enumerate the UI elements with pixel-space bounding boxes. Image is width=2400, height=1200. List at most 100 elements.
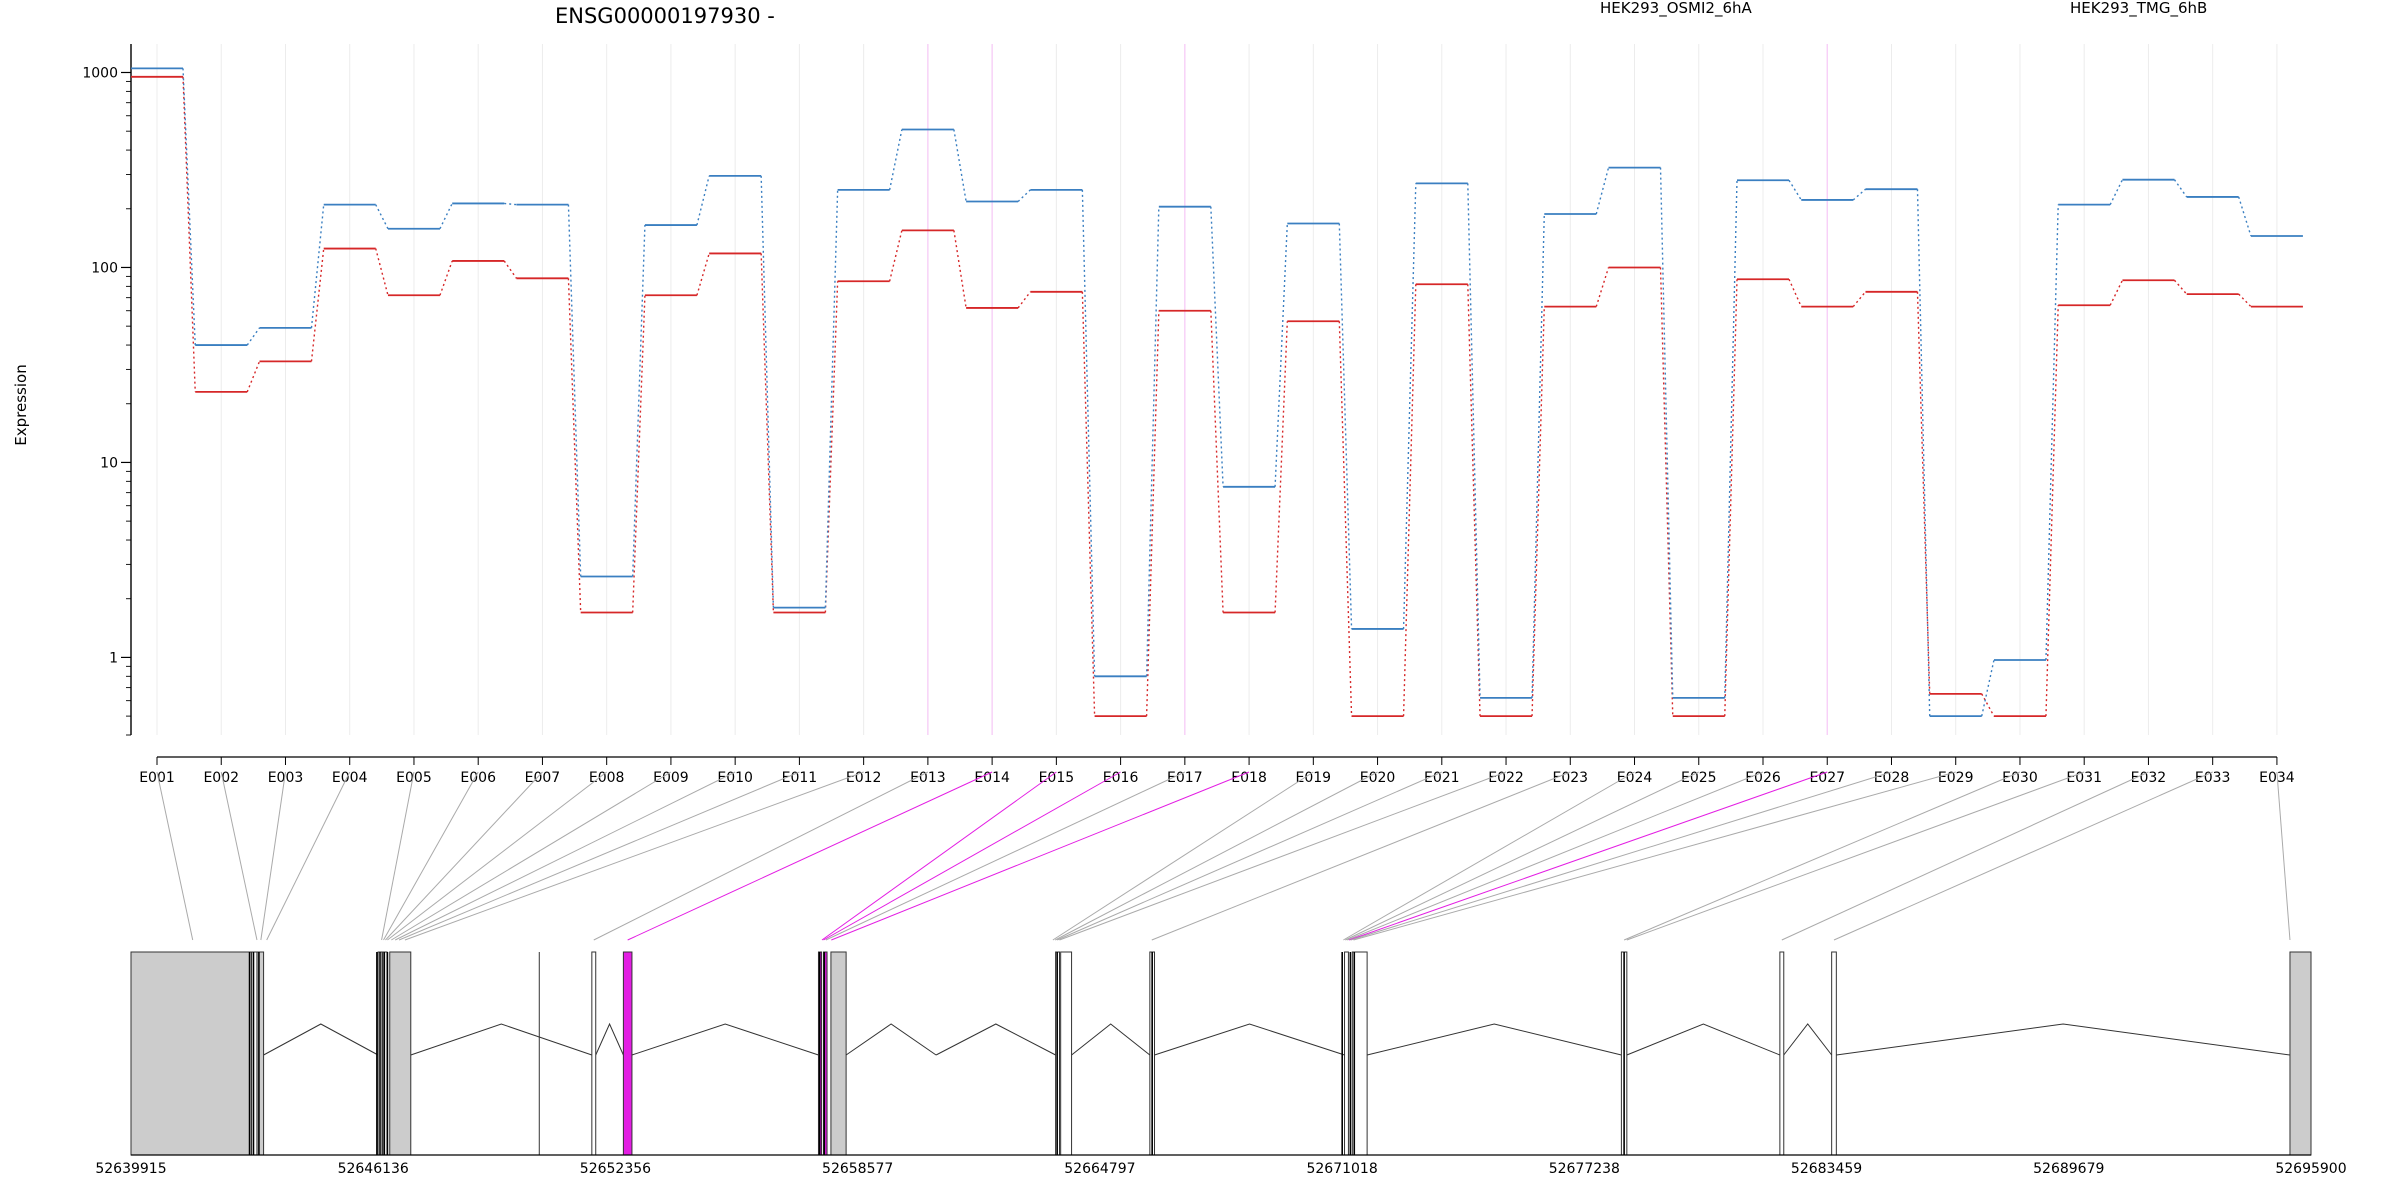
intron-line <box>410 1023 593 1056</box>
genomic-tick-label: 52671018 <box>1306 1161 1377 1177</box>
connector-e034 <box>2276 771 2291 941</box>
y-tick-label: 1 <box>109 650 118 666</box>
intron-line <box>631 1023 819 1056</box>
y-tick-label: 10 <box>100 455 118 471</box>
connector-e019 <box>1052 771 1314 941</box>
connector-e025 <box>1345 771 1699 941</box>
x-tick-label-e011: E011 <box>782 770 818 786</box>
connector-e014 <box>627 771 993 941</box>
x-tick-label-e023: E023 <box>1552 770 1588 786</box>
intron-line <box>845 1023 937 1056</box>
series-1-link <box>1338 321 1353 717</box>
connector-e010 <box>394 771 736 941</box>
connector-e006 <box>383 771 479 941</box>
series-1-link <box>567 278 582 613</box>
exon-block <box>2289 951 2312 1156</box>
series-2-link <box>1402 183 1417 629</box>
exon-block <box>1779 951 1785 1156</box>
series-2-link <box>1659 167 1674 698</box>
x-tick-label-e008: E008 <box>589 770 625 786</box>
series-1 <box>131 75 2303 718</box>
series-2-link <box>631 225 646 577</box>
series-2-link <box>1531 213 1545 698</box>
series-2-link <box>246 327 261 346</box>
series-1-link <box>1210 310 1224 613</box>
exon-block <box>591 951 597 1156</box>
series-2-link <box>2238 196 2252 237</box>
x-tick-label-e028: E028 <box>1874 770 1910 786</box>
series-2-link <box>439 203 453 230</box>
connector-e002 <box>220 771 258 941</box>
series-1-link <box>375 248 389 296</box>
series-2-link <box>1788 179 1802 201</box>
connector-e013 <box>593 771 929 941</box>
connector-e021 <box>1056 771 1443 941</box>
series-1-link <box>1402 284 1417 717</box>
series-1-link <box>1724 279 1738 717</box>
series-2-link <box>1274 223 1289 487</box>
series-1-link <box>1531 306 1545 717</box>
series-2-link <box>1338 223 1353 629</box>
x-tick-label-e031: E031 <box>2066 770 2102 786</box>
exon-block <box>1344 951 1349 1156</box>
exon-block <box>622 951 633 1156</box>
x-tick-label-e017: E017 <box>1167 770 1203 786</box>
intron-line <box>1071 1023 1151 1056</box>
connector-e029 <box>1353 771 1956 941</box>
connector-e015 <box>821 771 1057 941</box>
x-tick-label-e018: E018 <box>1231 770 1267 786</box>
genomic-tick-label: 52677238 <box>1549 1161 1620 1177</box>
series-1-link <box>503 260 518 279</box>
series-2-link <box>1017 189 1031 202</box>
series-2-link <box>760 175 775 608</box>
genomic-tick-label: 52683459 <box>1791 1161 1862 1177</box>
legend-label-series-2: HEK293_TMG_6hB <box>2070 0 2207 18</box>
intron-line <box>1367 1023 1622 1056</box>
connector-e007 <box>385 771 543 941</box>
x-axis: E001 E002 E003 E004 E005 E006 E007 E008 E009 E010… <box>139 756 2295 786</box>
series-1-link <box>1467 284 1481 717</box>
series-2-link <box>824 189 839 608</box>
series-1-link <box>953 230 967 309</box>
x-tick-label-e025: E025 <box>1681 770 1717 786</box>
series-1-link <box>246 361 261 393</box>
intron-line <box>1154 1023 1345 1056</box>
connector-e016 <box>823 771 1121 941</box>
vertical-gridlines <box>156 44 2278 735</box>
series-2-link <box>888 129 903 191</box>
series-1-link <box>2109 279 2124 306</box>
x-tick-label-e022: E022 <box>1488 770 1524 786</box>
exon-block <box>389 951 412 1156</box>
series-1-link <box>1595 267 1610 307</box>
intron-line <box>1836 1023 2291 1056</box>
x-tick-label-e004: E004 <box>332 770 368 786</box>
y-tick-label: 100 <box>91 260 118 276</box>
connector-e012 <box>404 771 864 941</box>
x-tick-label-e005: E005 <box>396 770 432 786</box>
series-1-link <box>2045 305 2059 717</box>
x-tick-label-e021: E021 <box>1424 770 1460 786</box>
x-tick-label-e016: E016 <box>1103 770 1139 786</box>
series-1-link <box>2173 279 2188 295</box>
connector-e033 <box>1833 771 2213 941</box>
x-tick-label-e020: E020 <box>1360 770 1396 786</box>
connector-e008 <box>387 771 607 941</box>
connector-e024 <box>1343 771 1635 941</box>
genomic-tick-label: 52689679 <box>2033 1161 2104 1177</box>
connector-e026 <box>1347 771 1764 941</box>
genomic-tick-label: 52639915 <box>95 1161 166 1177</box>
series-1-link <box>1981 693 1995 717</box>
series-2-link <box>696 175 710 226</box>
intron-line <box>1783 1023 1833 1056</box>
x-tick-label-e014: E014 <box>974 770 1010 786</box>
series-2-link <box>1467 183 1481 698</box>
series-1-link <box>824 281 839 613</box>
x-tick-label-e013: E013 <box>910 770 946 786</box>
legend-label-series-1: HEK293_OSMI2_6hA <box>1600 0 1753 18</box>
series-1-link <box>1145 310 1160 717</box>
connector-e031 <box>1626 771 2085 941</box>
x-tick-label-e026: E026 <box>1745 770 1781 786</box>
connector-e017 <box>825 771 1186 941</box>
x-tick-label-e001: E001 <box>139 770 175 786</box>
